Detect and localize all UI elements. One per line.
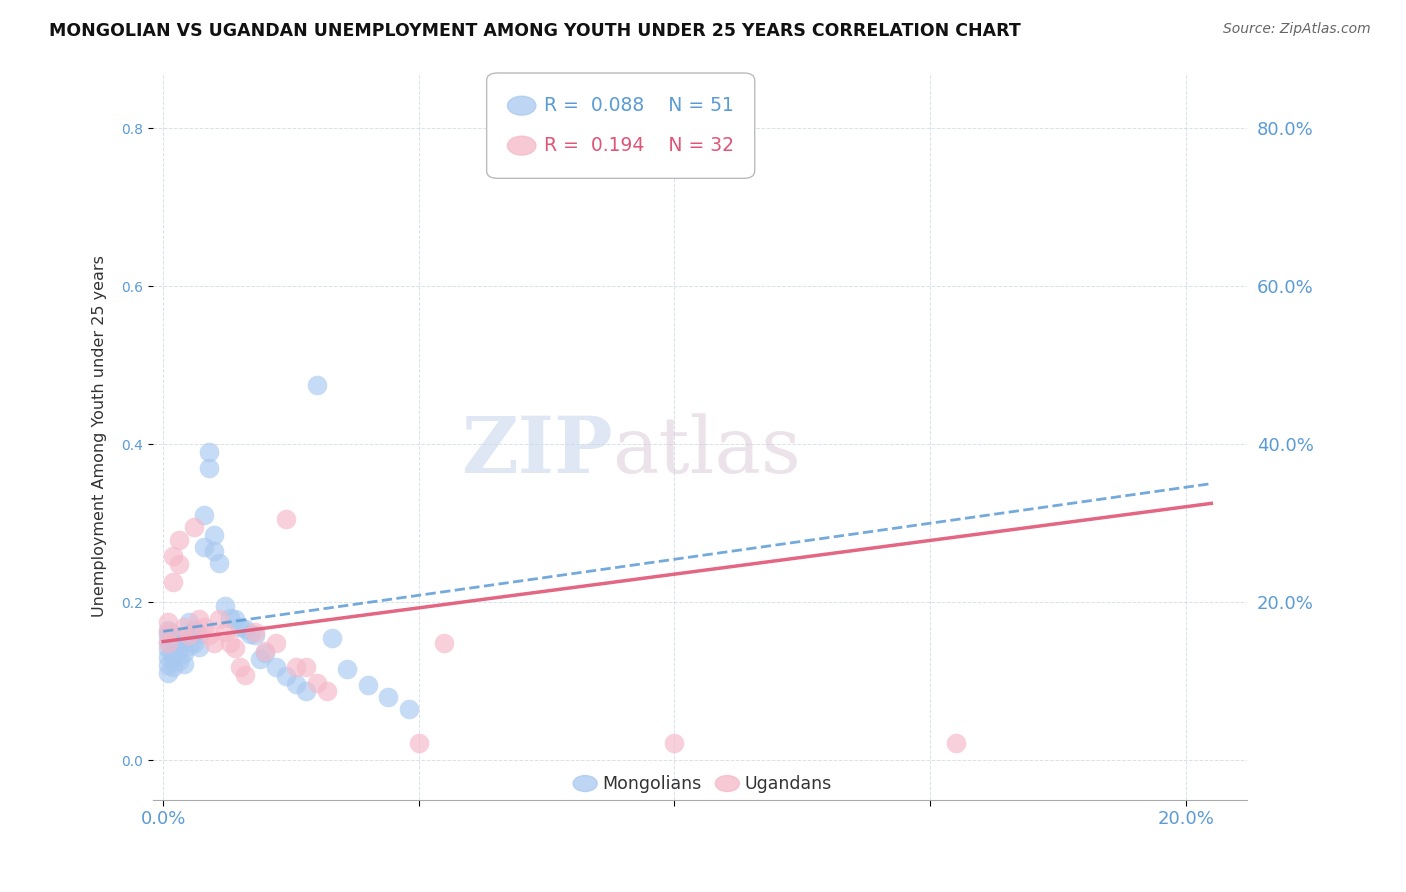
Point [183, 623, 205, 637]
Point [945, 736, 967, 750]
Text: ZIP: ZIP [461, 413, 613, 489]
Point [193, 620, 215, 634]
Point [218, 636, 240, 650]
Point [249, 652, 271, 666]
Point [218, 611, 240, 625]
Point [305, 378, 328, 392]
Circle shape [508, 136, 536, 155]
Point [295, 660, 318, 674]
Text: Mongolians: Mongolians [603, 774, 702, 792]
Point [167, 642, 190, 657]
Point [274, 512, 297, 526]
Point [274, 669, 297, 683]
Point [162, 549, 184, 564]
Point [224, 640, 246, 655]
Point [157, 634, 180, 648]
Point [305, 675, 328, 690]
Point [202, 528, 225, 542]
Circle shape [574, 775, 598, 791]
Point [357, 678, 380, 692]
Y-axis label: Unemployment Among Youth under 25 years: Unemployment Among Youth under 25 years [93, 255, 107, 617]
Point [157, 658, 180, 673]
Point [188, 640, 211, 654]
Point [173, 657, 195, 671]
Text: Ugandans: Ugandans [745, 774, 832, 792]
Point [233, 622, 256, 636]
Point [188, 626, 211, 640]
Point [315, 683, 337, 698]
Point [167, 654, 190, 668]
Point [157, 628, 180, 642]
Point [157, 623, 180, 637]
Point [162, 660, 184, 674]
Point [229, 620, 252, 634]
Point [183, 636, 205, 650]
Point [173, 620, 195, 634]
Point [162, 626, 184, 640]
Point [198, 628, 221, 642]
Point [162, 642, 184, 657]
Point [285, 677, 308, 691]
Point [224, 612, 246, 626]
Point [198, 460, 221, 475]
Point [167, 631, 190, 645]
Point [193, 540, 215, 554]
Point [254, 647, 277, 661]
Point [264, 660, 287, 674]
Point [167, 533, 190, 548]
Text: MONGOLIAN VS UGANDAN UNEMPLOYMENT AMONG YOUTH UNDER 25 YEARS CORRELATION CHART: MONGOLIAN VS UGANDAN UNEMPLOYMENT AMONG … [49, 22, 1021, 40]
Text: R =  0.088    N = 51: R = 0.088 N = 51 [544, 96, 734, 115]
Point [177, 626, 200, 640]
Point [202, 543, 225, 558]
Text: R =  0.194    N = 32: R = 0.194 N = 32 [544, 136, 734, 155]
Point [214, 625, 236, 640]
FancyBboxPatch shape [486, 73, 755, 178]
Point [157, 625, 180, 640]
Point [157, 642, 180, 657]
Point [157, 636, 180, 650]
Point [173, 634, 195, 648]
Point [188, 612, 211, 626]
Text: Source: ZipAtlas.com: Source: ZipAtlas.com [1223, 22, 1371, 37]
Point [183, 520, 205, 534]
Point [214, 599, 236, 613]
Point [245, 625, 267, 640]
Point [285, 660, 308, 674]
Point [202, 636, 225, 650]
Point [193, 508, 215, 523]
Point [173, 647, 195, 661]
Point [229, 660, 252, 674]
Point [295, 683, 318, 698]
Point [177, 615, 200, 629]
Point [239, 626, 262, 640]
Point [336, 662, 359, 676]
Point [162, 650, 184, 665]
Circle shape [508, 96, 536, 115]
Text: atlas: atlas [613, 413, 801, 489]
Point [264, 636, 287, 650]
Point [233, 667, 256, 681]
Point [208, 612, 231, 626]
Point [321, 631, 343, 645]
Point [408, 736, 430, 750]
Point [208, 556, 231, 570]
Point [162, 575, 184, 590]
Point [198, 445, 221, 459]
Point [157, 666, 180, 681]
Point [377, 690, 399, 704]
Point [177, 639, 200, 653]
Point [433, 636, 456, 650]
Point [664, 736, 686, 750]
Point [157, 650, 180, 665]
Point [157, 615, 180, 629]
Point [254, 644, 277, 658]
Point [245, 628, 267, 642]
Point [177, 628, 200, 642]
Circle shape [716, 775, 740, 791]
Point [162, 634, 184, 648]
Point [398, 702, 420, 716]
Point [167, 557, 190, 571]
